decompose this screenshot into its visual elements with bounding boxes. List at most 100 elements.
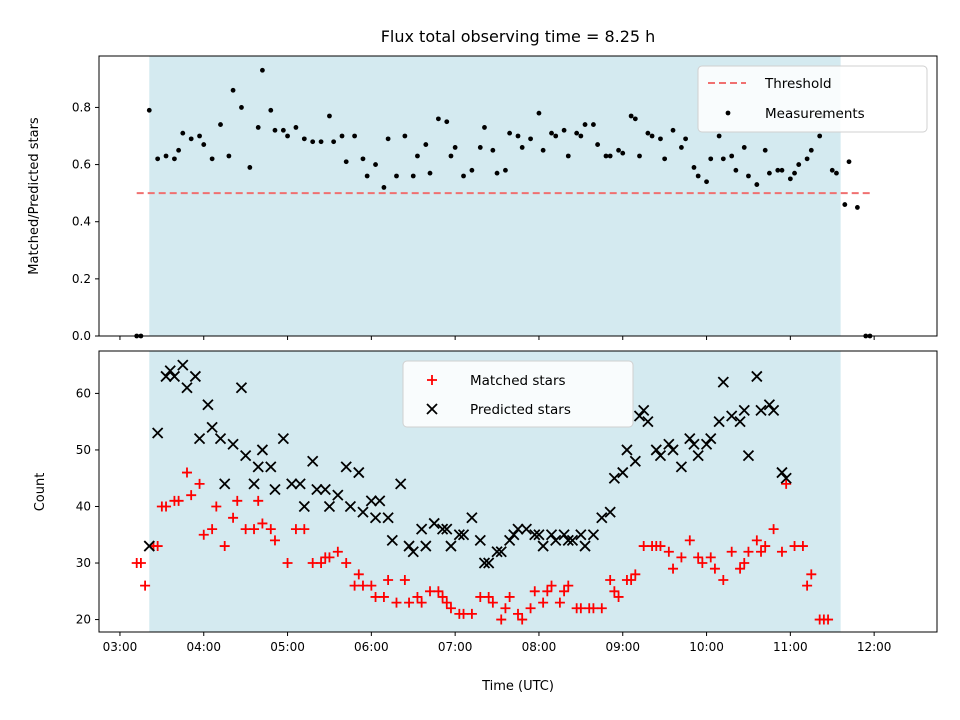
legend-box [402, 360, 634, 428]
predicted-stars-point [700, 438, 713, 450]
matched-stars-point [613, 591, 624, 602]
matched-stars-point [332, 546, 343, 557]
measurement-point [427, 170, 433, 176]
y-tick-label: 30 [76, 556, 91, 570]
matched-stars-point [257, 518, 268, 529]
matched-stars-point [768, 524, 779, 535]
predicted-stars-point [654, 449, 667, 462]
legend: Matched stars Predicted stars [402, 360, 634, 428]
matched-stars-point [609, 586, 620, 597]
measurement-point [662, 156, 668, 162]
measurement-point [331, 139, 337, 145]
x-tick-label: 06:00 [354, 640, 389, 654]
matched-stars-point [433, 586, 444, 597]
predicted-stars-point [177, 359, 189, 371]
matched-stars-point [697, 558, 708, 569]
predicted-stars-point [533, 529, 545, 541]
predicted-stars-point [206, 421, 218, 433]
predicted-stars-point [675, 461, 688, 473]
matched-stars-point [228, 512, 239, 523]
predicted-stars-point [763, 399, 776, 411]
measurement-point [260, 67, 265, 73]
matched-stars-point [265, 524, 276, 535]
measurement-point [741, 145, 747, 150]
matched-stars-point [743, 546, 754, 557]
measurement-point [804, 156, 810, 162]
x-tick-label: 03:00 [103, 640, 138, 654]
matched-stars-point [684, 535, 695, 546]
matched-stars-point [357, 580, 368, 591]
matched-stars-point [425, 586, 436, 597]
y-tick-label: 0.4 [72, 215, 91, 229]
measurement-point [679, 145, 684, 150]
top-panel-y-axis-label: Matched/Predicted stars [27, 117, 42, 275]
measurement-point [733, 167, 739, 173]
matched-stars-point [693, 552, 704, 563]
y-tick-label: 60 [76, 386, 91, 400]
matched-stars-point [563, 580, 574, 591]
measurement-point [373, 162, 378, 167]
measurement-point [423, 142, 429, 147]
matched-stars-point [487, 597, 498, 608]
matched-stars-point [756, 546, 767, 557]
measurement-point [670, 127, 676, 133]
predicted-stars-point [734, 416, 746, 428]
measurement-point [172, 156, 177, 162]
measurement-point [829, 167, 835, 173]
predicted-stars-point [168, 370, 181, 383]
measurement-point [201, 142, 207, 147]
matched-stars-point [437, 591, 448, 602]
measurement-point [301, 136, 307, 142]
predicted-stars-point [575, 529, 587, 541]
matched-stars-point [161, 501, 172, 512]
matched-stars-point [181, 467, 192, 478]
predicted-stars-point [227, 438, 239, 450]
predicted-stars-point [663, 438, 675, 450]
predicted-stars-point [466, 512, 478, 524]
measurement-point [385, 136, 391, 142]
predicted-stars-point [684, 432, 696, 445]
measurement-point [255, 125, 261, 130]
predicted-stars-point [537, 540, 549, 552]
predicted-stars-point [415, 523, 428, 535]
matched-stars-point [546, 580, 557, 591]
measurement-point [762, 147, 768, 153]
measurement-point [327, 113, 332, 119]
measurement-point [808, 147, 814, 153]
matched-stars-point [776, 546, 787, 557]
matched-stars-point [705, 552, 716, 563]
matched-stars-point [240, 524, 251, 535]
predicted-stars-point [596, 512, 608, 524]
predicted-stars-point [688, 438, 700, 450]
predicted-stars-point [365, 495, 377, 507]
measurement-point [603, 153, 609, 159]
measurement-point [607, 153, 613, 159]
predicted-stars-point [558, 529, 570, 541]
matched-stars-point [466, 608, 477, 619]
matched-stars-point [513, 608, 523, 619]
measurement-point [188, 136, 194, 142]
measurement-point [549, 130, 554, 136]
predicted-stars-point [164, 365, 176, 377]
x-tick-label: 09:00 [605, 640, 640, 654]
measurement-point [540, 147, 546, 153]
legend-threshold-label: Threshold [764, 76, 832, 92]
predicted-stars-point [311, 483, 323, 496]
x-axis-label: Time (UTC) [481, 679, 554, 694]
matched-stars-point [751, 535, 762, 546]
measurement-point [503, 167, 508, 173]
matched-stars-point [525, 603, 536, 614]
matched-stars-point [626, 574, 637, 585]
predicted-stars-point [483, 557, 495, 569]
measurement-point [280, 127, 286, 133]
predicted-stars-point [692, 449, 704, 462]
measurement-point [247, 165, 253, 170]
measurement-point [720, 156, 726, 162]
legend-measurements-swatch [725, 110, 731, 116]
measurement-point [507, 130, 513, 136]
measurement-point [230, 87, 236, 93]
measurement-point [787, 176, 793, 182]
x-tick-label: 05:00 [270, 640, 305, 654]
predicted-stars-point [755, 404, 767, 417]
